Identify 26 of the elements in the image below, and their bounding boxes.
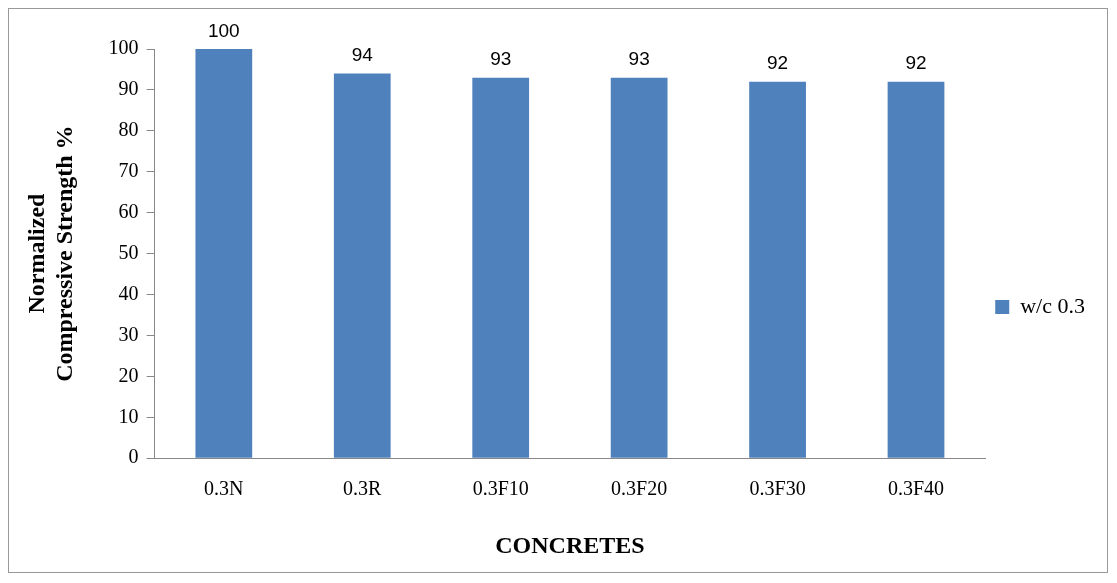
y-tick-label: 90 — [118, 77, 139, 100]
data-label: 93 — [490, 48, 512, 70]
y-tick-label: 40 — [118, 281, 139, 304]
y-tick-label: 60 — [118, 199, 139, 222]
y-tick-label: 80 — [118, 118, 139, 141]
y-tick-label: 20 — [118, 363, 139, 386]
data-label: 100 — [207, 19, 240, 41]
y-tick-label: 0 — [128, 445, 139, 468]
x-tick-label: 0.3F20 — [611, 477, 668, 500]
x-tick-label: 0.3F40 — [887, 477, 945, 500]
y-tick-label: 70 — [118, 159, 139, 182]
legend-label: w/c 0.3 — [1020, 292, 1085, 318]
x-tick-label: 0.3N — [204, 477, 244, 500]
y-tick-label: 30 — [118, 322, 139, 345]
y-axis-title: Normalized Compressive Strength % — [22, 125, 78, 382]
x-tick-label: 0.3F10 — [472, 477, 529, 500]
y-tick-label: 10 — [118, 404, 139, 427]
y-tick-label: 50 — [118, 240, 139, 263]
x-tick-label: 0.3R — [343, 477, 383, 500]
x-tick-label: 0.3F30 — [749, 477, 806, 500]
data-label: 93 — [628, 48, 650, 70]
data-label: 92 — [767, 52, 789, 74]
data-label: 94 — [351, 44, 374, 66]
x-axis-title: CONCRETES — [495, 531, 645, 558]
data-label: 92 — [905, 52, 927, 74]
y-tick-label: 100 — [108, 36, 139, 59]
